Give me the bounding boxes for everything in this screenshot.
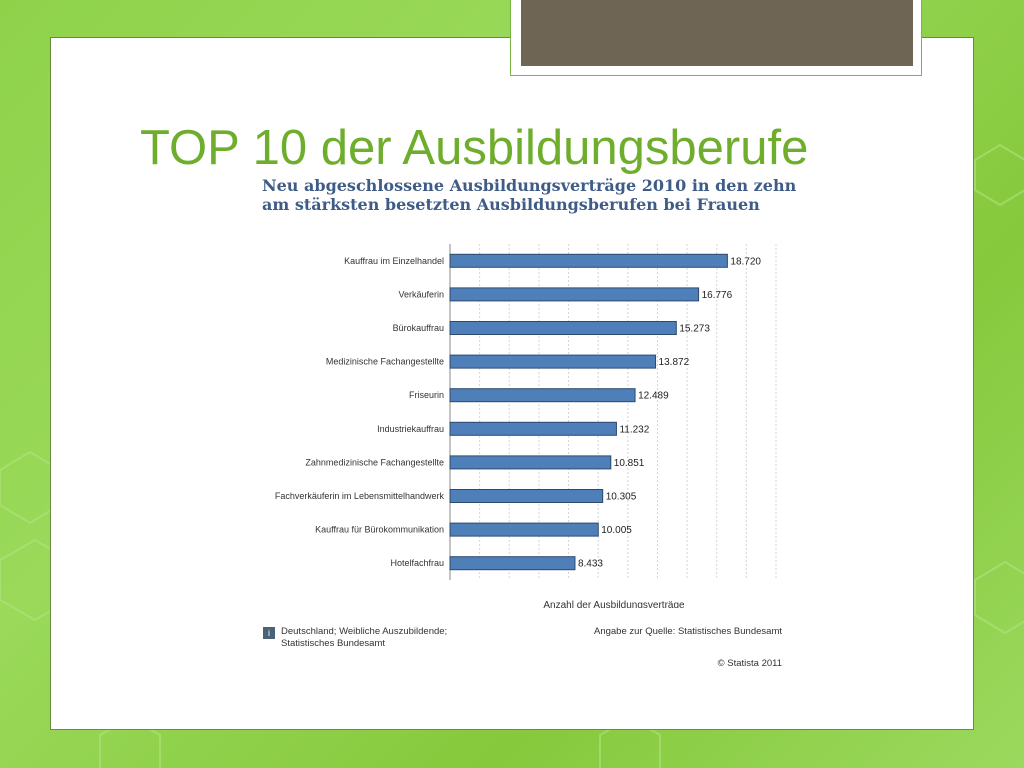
chart-bars: Kauffrau im Einzelhandel 18.720 Verkäuferi… (275, 253, 761, 571)
bar (449, 354, 657, 369)
bar (449, 522, 599, 537)
bar (449, 421, 617, 436)
bar (449, 455, 612, 470)
value-label: 13.872 (659, 357, 690, 368)
value-label: 11.232 (619, 424, 649, 435)
info-icon: i (263, 627, 275, 639)
category-label: Verkäuferin (398, 289, 444, 299)
x-axis-label: Anzahl der Ausbildungsverträge (543, 600, 685, 608)
bar (449, 556, 576, 571)
copyright-statista: © Statista 2011 (717, 658, 782, 669)
footnote-source-left: Deutschland; Weibliche Auszubildende; St… (281, 626, 448, 649)
category-label: Industriekauffrau (377, 424, 444, 434)
category-label: Kauffrau für Bürokommunikation (315, 525, 444, 535)
bar (449, 388, 636, 403)
corner-accent-box (521, 0, 913, 66)
value-label: 18.720 (730, 256, 761, 267)
bar-chart: Kauffrau im Einzelhandel 18.720 Verkäuferi… (275, 244, 777, 608)
footnote-source-right: Angabe zur Quelle: Statistisches Bundesa… (594, 626, 782, 637)
value-label: 8.433 (578, 559, 603, 570)
category-label: Kauffrau im Einzelhandel (344, 256, 444, 266)
value-label: 10.005 (601, 525, 632, 536)
value-label: 10.305 (606, 492, 637, 503)
category-label: Fachverkäuferin im Lebensmittelhandwerk (275, 491, 445, 501)
slide-content-panel (50, 37, 974, 730)
bar (449, 321, 677, 335)
value-label: 12.489 (638, 391, 669, 402)
bar (449, 489, 604, 503)
category-label: Bürokauffrau (393, 323, 444, 333)
value-label: 15.273 (679, 324, 710, 335)
value-label: 10.851 (614, 458, 645, 469)
category-label: Friseurin (409, 390, 444, 400)
category-label: Hotelfachfrau (390, 558, 444, 568)
category-label: Medizinische Fachangestellte (326, 357, 444, 367)
slide-title: TOP 10 der Ausbildungsberufe (140, 121, 809, 174)
category-label: Zahnmedizinische Fachangestellte (305, 457, 444, 467)
chart-title: Neu abgeschlossene Ausbildungsverträge 2… (262, 176, 797, 214)
bar (449, 253, 728, 268)
bar (449, 287, 700, 302)
value-label: 16.776 (702, 290, 733, 301)
